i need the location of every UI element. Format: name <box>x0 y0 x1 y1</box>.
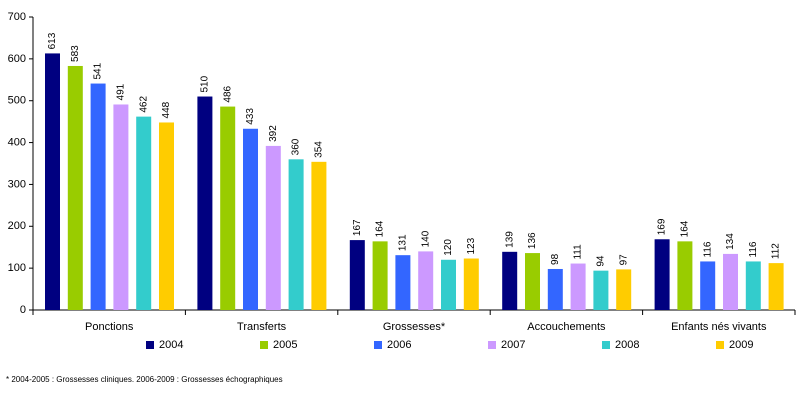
legend-label: 2006 <box>387 339 411 351</box>
y-tick-label: 700 <box>8 11 26 23</box>
bar <box>745 261 761 310</box>
y-tick-label: 600 <box>8 53 26 65</box>
bar <box>113 104 129 310</box>
value-label: 123 <box>466 237 477 254</box>
y-tick-label: 100 <box>8 262 26 274</box>
value-label: 116 <box>748 241 759 257</box>
value-label: 462 <box>138 95 149 112</box>
value-label: 510 <box>200 75 211 92</box>
bar <box>677 241 693 310</box>
value-label: 139 <box>504 231 515 248</box>
bar <box>349 240 365 310</box>
y-tick-label: 0 <box>20 304 26 316</box>
value-label: 116 <box>702 241 713 257</box>
bar <box>418 251 434 310</box>
bar <box>90 83 106 310</box>
legend-label: 2009 <box>729 339 753 351</box>
bar <box>136 116 152 311</box>
legend-swatch <box>602 341 610 349</box>
bar <box>593 270 609 310</box>
value-label: 111 <box>573 244 584 260</box>
bar <box>441 259 456 310</box>
bar <box>700 261 716 310</box>
x-tick-label: Accouchements <box>527 321 606 333</box>
bar <box>311 161 327 310</box>
bar <box>45 53 60 311</box>
bar <box>654 239 670 310</box>
value-label: 97 <box>618 254 629 266</box>
bar <box>159 122 174 310</box>
bar <box>525 253 540 310</box>
y-tick-label: 400 <box>8 136 26 148</box>
bar <box>220 106 236 311</box>
value-label: 583 <box>70 45 81 62</box>
bar <box>265 145 281 310</box>
legend-swatch <box>488 341 496 349</box>
bar <box>243 128 258 310</box>
value-label: 134 <box>725 233 736 250</box>
value-label: 392 <box>268 125 279 142</box>
value-label: 136 <box>527 232 538 249</box>
value-label: 360 <box>291 138 302 155</box>
x-tick-label: Enfants nés vivants <box>671 321 767 333</box>
x-tick-label: Grossesses* <box>383 321 446 333</box>
footnote: * 2004-2005 : Grossesses cliniques. 2006… <box>6 375 283 384</box>
bar <box>723 253 738 310</box>
bar <box>547 268 563 310</box>
legend-swatch <box>146 341 154 349</box>
value-label: 491 <box>116 83 127 100</box>
value-label: 112 <box>771 243 782 259</box>
value-label: 448 <box>161 101 172 118</box>
legend-label: 2007 <box>501 339 525 351</box>
value-label: 94 <box>596 255 607 267</box>
bar <box>197 96 213 311</box>
value-label: 164 <box>680 220 691 237</box>
bar <box>395 255 411 310</box>
bar <box>502 251 518 310</box>
bar <box>768 263 784 310</box>
bar <box>67 65 83 310</box>
y-tick-label: 300 <box>8 178 26 190</box>
x-tick-label: Ponctions <box>85 321 134 333</box>
value-label: 167 <box>352 219 363 236</box>
bar <box>372 241 388 310</box>
value-label: 169 <box>657 218 668 235</box>
bar <box>463 258 479 310</box>
legend-swatch <box>260 341 268 349</box>
value-label: 433 <box>245 108 256 125</box>
legend-swatch <box>374 341 382 349</box>
value-label: 613 <box>47 32 58 49</box>
legend-label: 2008 <box>615 339 639 351</box>
value-label: 98 <box>550 253 561 265</box>
value-label: 541 <box>93 62 104 79</box>
legend-label: 2004 <box>159 339 183 351</box>
legend-swatch <box>716 341 724 349</box>
value-label: 120 <box>443 239 454 256</box>
legend-label: 2005 <box>273 339 297 351</box>
y-tick-label: 200 <box>8 220 26 232</box>
value-label: 354 <box>314 141 325 158</box>
bar <box>616 269 632 310</box>
bar <box>288 159 304 310</box>
value-label: 486 <box>222 85 233 102</box>
value-label: 140 <box>420 230 431 247</box>
x-tick-label: Transferts <box>237 321 287 333</box>
y-tick-label: 500 <box>8 95 26 107</box>
value-label: 131 <box>398 234 409 251</box>
bar <box>570 263 586 310</box>
value-label: 164 <box>375 220 386 237</box>
